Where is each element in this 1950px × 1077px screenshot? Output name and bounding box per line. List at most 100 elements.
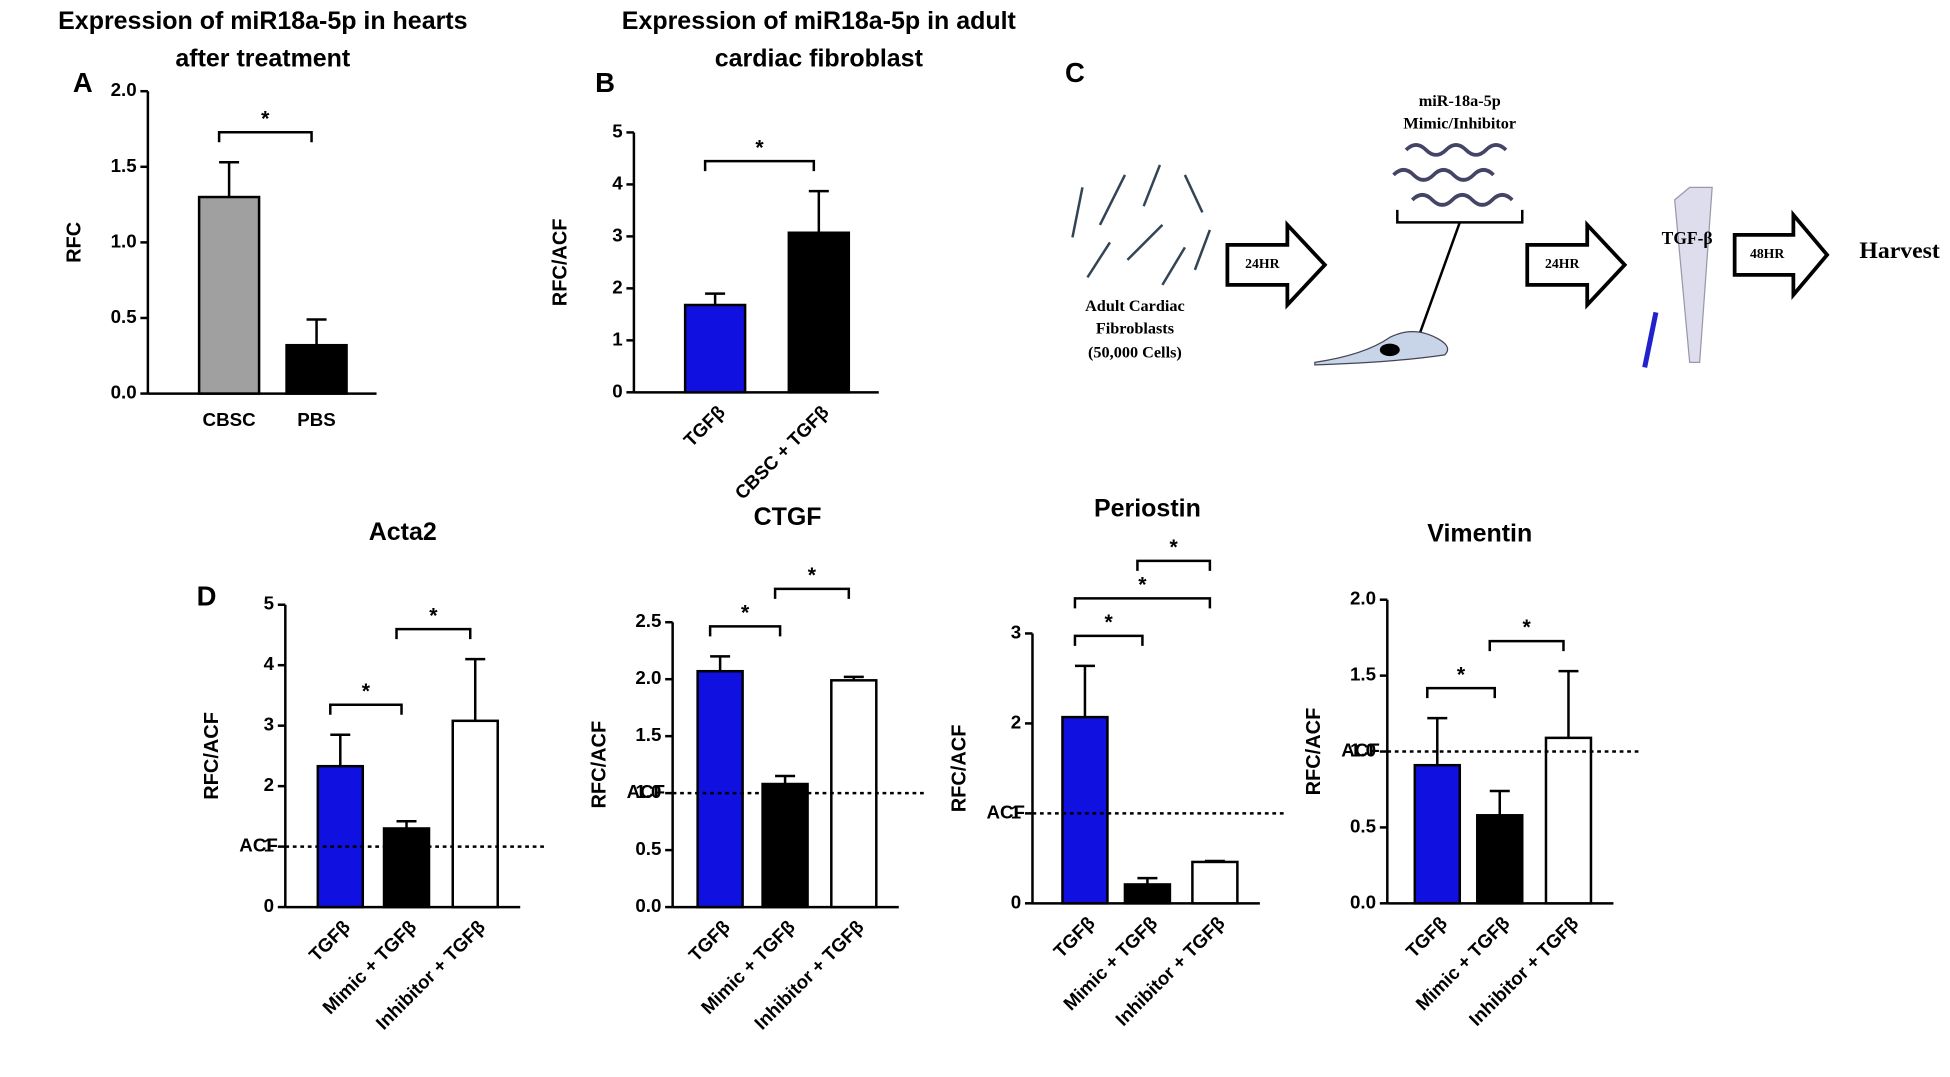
bar <box>285 343 348 395</box>
significance-bracket <box>1073 597 1212 609</box>
bar-chart: Expression of miR18a-5p in adult cardiac … <box>550 7 1017 503</box>
agent-label: TGF-β <box>1662 228 1713 248</box>
significance-label: * <box>741 601 750 625</box>
treatment-label: miR-18a-5p <box>1419 92 1501 110</box>
y-tick-label: 0.5 <box>1350 815 1376 836</box>
significance-label: * <box>261 106 270 130</box>
y-tick-label: 2 <box>264 774 274 795</box>
y-axis-label: RFC/ACF <box>201 712 223 800</box>
bar <box>1544 736 1593 905</box>
panel-label: D <box>197 581 217 612</box>
significance-label: * <box>755 135 764 159</box>
x-tick-label: TGFβ <box>685 916 734 965</box>
reference-label: ACF <box>1341 739 1380 760</box>
y-axis-label: RFC/ACF <box>588 721 610 809</box>
significance-bracket <box>1073 634 1144 646</box>
y-tick-label: 1.5 <box>111 155 137 176</box>
y-tick-label: 3 <box>612 224 622 245</box>
step-label: 48HR <box>1750 246 1785 261</box>
arrow <box>1525 220 1628 310</box>
nucleus <box>1379 343 1400 357</box>
y-tick-label: 2.5 <box>635 610 661 631</box>
y-tick-label: 1.0 <box>635 781 661 802</box>
error-bar <box>1137 876 1158 885</box>
x-tick-label: CBSC + TGFβ <box>731 401 833 503</box>
mirna-icon <box>1392 143 1514 207</box>
error-bar <box>330 733 351 767</box>
y-tick-label: 0.0 <box>1350 891 1376 912</box>
significance-label: * <box>1170 535 1179 559</box>
y-tick-label: 1.0 <box>111 230 137 251</box>
reference-label: ACF <box>627 781 666 802</box>
chart-title: Expression of miR18a-5p in hearts <box>58 7 467 35</box>
arrow <box>1225 220 1328 310</box>
y-axis-label: RFC/ACF <box>948 725 970 813</box>
x-tick-label: TGFβ <box>1049 912 1098 961</box>
error-bar <box>1427 716 1448 766</box>
y-axis-label: RFC/ACF <box>550 219 572 307</box>
cells-label: Adult Cardiac <box>1085 297 1185 315</box>
y-tick-label: 4 <box>264 653 275 674</box>
y-tick-label: 2.0 <box>635 667 661 688</box>
panel-label: C <box>1065 57 1085 88</box>
x-tick-label: TGFβ <box>1402 912 1451 961</box>
reference-label: ACF <box>239 835 278 856</box>
error-bar <box>1204 859 1225 863</box>
error-bar <box>219 161 240 198</box>
x-tick-label: CBSC <box>203 409 257 430</box>
step-label: 24HR <box>1245 256 1280 271</box>
significance-bracket <box>217 131 313 143</box>
y-tick-label: 3 <box>264 714 274 735</box>
bar <box>1476 814 1524 905</box>
y-axis-label: RFC <box>64 222 86 263</box>
treatment-label: Mimic/Inhibitor <box>1403 115 1516 133</box>
bar <box>451 719 499 909</box>
significance-bracket <box>1426 686 1497 699</box>
error-bar <box>843 675 864 681</box>
significance-label: * <box>1138 572 1147 596</box>
chart-title: after treatment <box>175 45 351 73</box>
x-tick-label: TGFβ <box>680 401 729 450</box>
bar-chart: Expression of miR18a-5p in hearts after t… <box>58 7 467 430</box>
significance-bracket <box>703 159 816 172</box>
error-bar <box>306 318 327 346</box>
end-label: Harvest <box>1859 238 1939 264</box>
step-label: 24HR <box>1545 256 1580 271</box>
y-tick-label: 1.0 <box>1350 739 1376 760</box>
y-tick-label: 0.0 <box>635 895 661 916</box>
cells-label: (50,000 Cells) <box>1088 343 1182 361</box>
y-tick-label: 0 <box>264 895 274 916</box>
x-tick-label: TGFβ <box>305 916 354 965</box>
y-tick-label: 0.5 <box>635 838 661 859</box>
y-tick-label: 1.5 <box>1350 664 1376 685</box>
bar <box>1123 883 1172 905</box>
bar <box>1191 860 1239 905</box>
y-tick-label: 2.0 <box>111 79 137 100</box>
cells-icon <box>1071 164 1212 286</box>
x-tick-label: PBS <box>297 409 336 430</box>
error-bar <box>710 655 731 672</box>
error-bar <box>705 292 726 305</box>
y-tick-label: 2.0 <box>1350 588 1376 609</box>
bar <box>1061 715 1109 905</box>
pipette-tip <box>1642 311 1659 368</box>
bar <box>382 827 431 909</box>
significance-label: * <box>429 603 438 627</box>
y-tick-label: 1 <box>264 835 274 856</box>
bar <box>316 764 365 909</box>
panel-label: B <box>595 67 615 98</box>
bar <box>761 782 809 909</box>
pipette-icon <box>1674 186 1713 363</box>
significance-label: * <box>808 563 817 587</box>
significance-bracket <box>1136 559 1212 571</box>
error-bar <box>808 189 829 233</box>
bar <box>1413 763 1462 905</box>
y-tick-label: 5 <box>612 120 622 141</box>
cells-label: Fibroblasts <box>1096 320 1174 338</box>
chart-title: Vimentin <box>1427 519 1532 547</box>
y-tick-label: 1 <box>612 328 622 349</box>
error-bar <box>1489 789 1510 816</box>
